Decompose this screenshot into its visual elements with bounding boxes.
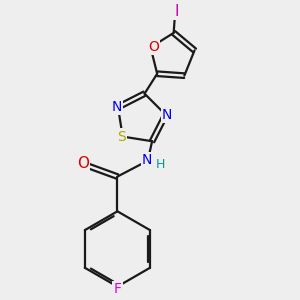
- Text: N: N: [142, 153, 152, 167]
- Text: O: O: [77, 156, 89, 171]
- Text: F: F: [113, 282, 122, 296]
- Text: N: N: [162, 108, 172, 122]
- Text: H: H: [156, 158, 166, 171]
- Text: S: S: [117, 130, 126, 144]
- Text: O: O: [148, 40, 159, 54]
- Text: I: I: [174, 4, 179, 19]
- Text: N: N: [111, 100, 122, 114]
